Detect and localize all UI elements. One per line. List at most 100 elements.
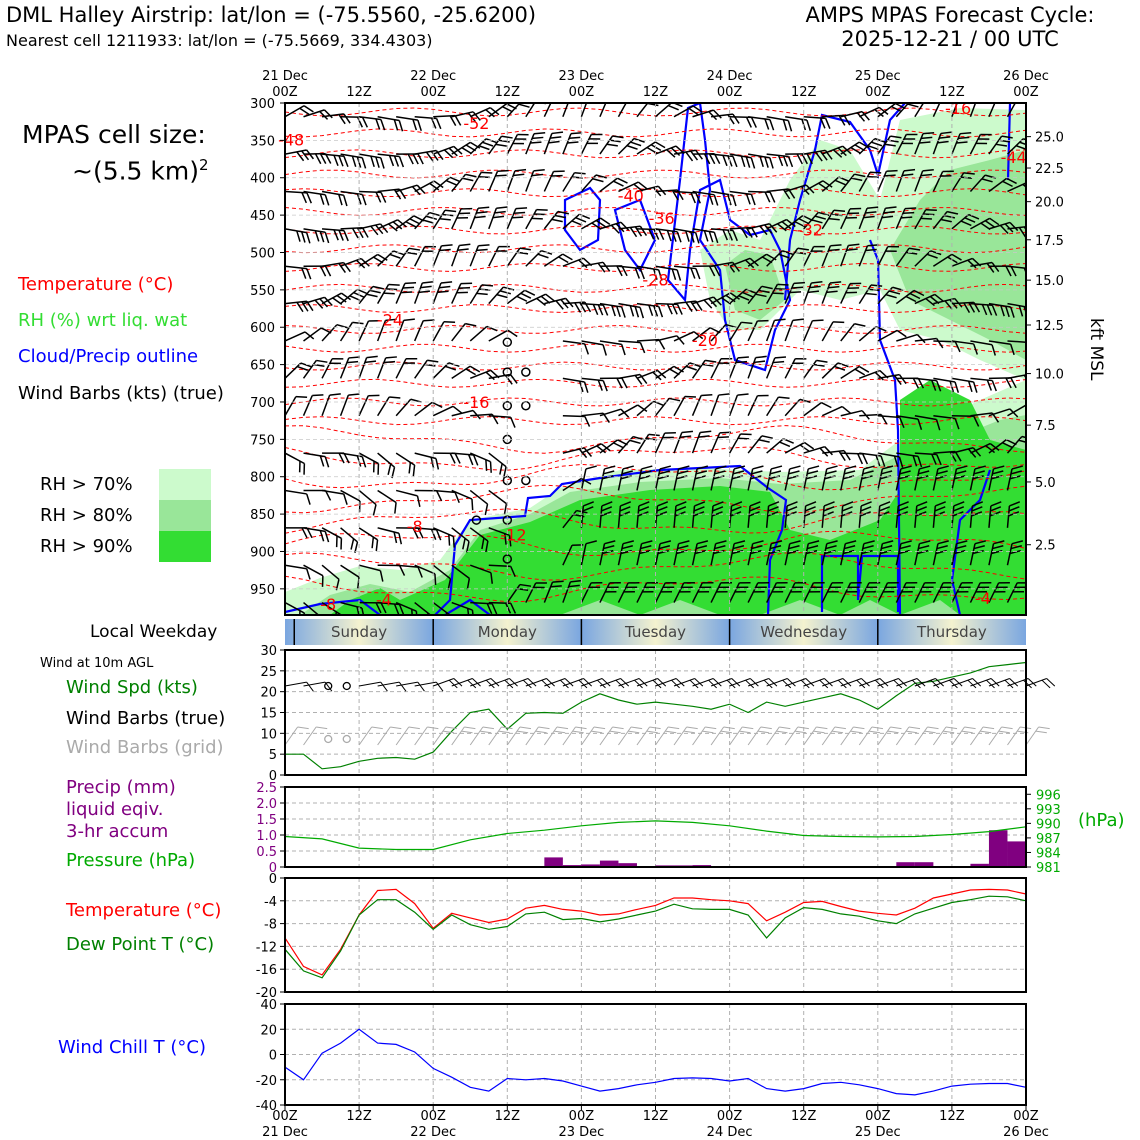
barb-feather <box>485 540 489 553</box>
wind-barb <box>728 321 753 342</box>
wind-barb <box>951 446 982 458</box>
barb-feather <box>458 287 471 289</box>
barb-staff <box>358 527 378 541</box>
wind-barb <box>358 153 385 169</box>
temperature-contour-label: -16 <box>463 393 489 412</box>
barb-feather <box>513 211 526 214</box>
barb-feather <box>1009 475 1021 480</box>
wind-barb <box>469 489 489 516</box>
barb-staff <box>673 362 691 379</box>
barb-staff <box>340 226 363 230</box>
barb-staff <box>673 300 696 305</box>
barb-feather <box>338 155 344 167</box>
wind-barb <box>691 582 714 603</box>
barb-feather <box>854 368 866 376</box>
barb-feather <box>338 194 343 206</box>
barb-staff <box>321 113 344 118</box>
barb-feather <box>990 506 1002 512</box>
barb-feather <box>301 301 309 312</box>
barb-feather <box>439 285 451 289</box>
barb-feather <box>637 404 648 412</box>
wind-barb <box>988 302 1015 318</box>
barb-staff <box>1007 726 1021 746</box>
barb-feather <box>972 501 984 507</box>
barb-feather <box>745 116 752 128</box>
barb-feather <box>654 141 666 149</box>
barb-feather <box>708 193 714 205</box>
barb-feather <box>620 344 626 356</box>
barb-staff <box>488 373 511 380</box>
barb-feather <box>1017 582 1026 584</box>
wind-barb-grid <box>895 726 921 746</box>
barb-feather <box>934 293 945 303</box>
station-title: DML Halley Airstrip: lat/lon = (-75.5560… <box>6 3 537 27</box>
barb-feather <box>718 393 730 396</box>
barb-staff <box>840 452 863 455</box>
barb-feather <box>734 591 747 593</box>
barb-feather <box>909 292 921 300</box>
barb-feather <box>771 540 783 545</box>
barb-staff <box>729 115 752 119</box>
barb-feather <box>741 321 753 325</box>
wind-barb <box>413 280 434 304</box>
top-date-label: 22 Dec <box>410 69 456 84</box>
barb-staff <box>1006 138 1024 155</box>
barb-feather <box>745 679 755 689</box>
barb-feather <box>782 189 791 200</box>
barb-feather <box>507 329 518 338</box>
wind-barb <box>858 465 875 491</box>
wind-barb <box>525 582 547 603</box>
wind-barb <box>692 109 722 121</box>
barb-feather <box>971 511 983 517</box>
barb-feather <box>961 730 973 734</box>
barb-staff <box>285 362 302 379</box>
barb-staff <box>414 726 428 746</box>
barb-feather <box>508 535 512 547</box>
barb-feather <box>955 470 967 475</box>
barb-feather <box>842 678 852 687</box>
barb-staff <box>655 678 677 687</box>
barb-feather <box>954 418 960 430</box>
barb-staff <box>358 153 381 159</box>
barb-feather <box>469 365 481 373</box>
barb-feather <box>919 465 931 470</box>
cloud-outline-mid-4 <box>783 103 906 301</box>
wind-barb <box>358 489 377 516</box>
wind-barb <box>988 377 1017 389</box>
barb-feather <box>501 135 513 139</box>
barb-staff <box>617 103 630 118</box>
barb-feather <box>1040 96 1051 106</box>
barb-feather <box>943 730 955 734</box>
barb-staff <box>988 505 992 528</box>
wind-barb <box>303 228 330 244</box>
windchill-label: Wind Chill T (°C) <box>58 1037 206 1058</box>
barb-feather <box>513 173 525 177</box>
wind-barb <box>321 228 349 242</box>
barb-staff <box>840 582 852 603</box>
barb-feather <box>368 320 380 322</box>
barb-feather <box>774 318 786 322</box>
barb-feather <box>878 106 889 115</box>
temperature-contour-label: -40 <box>618 187 644 206</box>
barb-feather <box>490 572 494 584</box>
panel-ytick-label: 15 <box>260 707 277 722</box>
wind-barb <box>821 321 845 342</box>
wind-barb <box>747 285 773 305</box>
barb-staff <box>525 250 542 267</box>
barb-staff <box>580 582 592 603</box>
barb-staff <box>877 329 898 342</box>
barb-feather <box>816 726 828 730</box>
barb-staff <box>822 449 845 454</box>
barb-feather <box>882 465 894 470</box>
barb-feather <box>592 178 604 183</box>
barb-staff <box>544 678 566 687</box>
barb-feather <box>664 432 676 434</box>
barb-feather <box>693 331 704 340</box>
barb-staff <box>970 726 984 746</box>
barb-staff <box>580 103 590 117</box>
barb-staff <box>599 103 610 118</box>
wind-barb <box>1006 435 1026 454</box>
barb-staff <box>951 213 970 230</box>
